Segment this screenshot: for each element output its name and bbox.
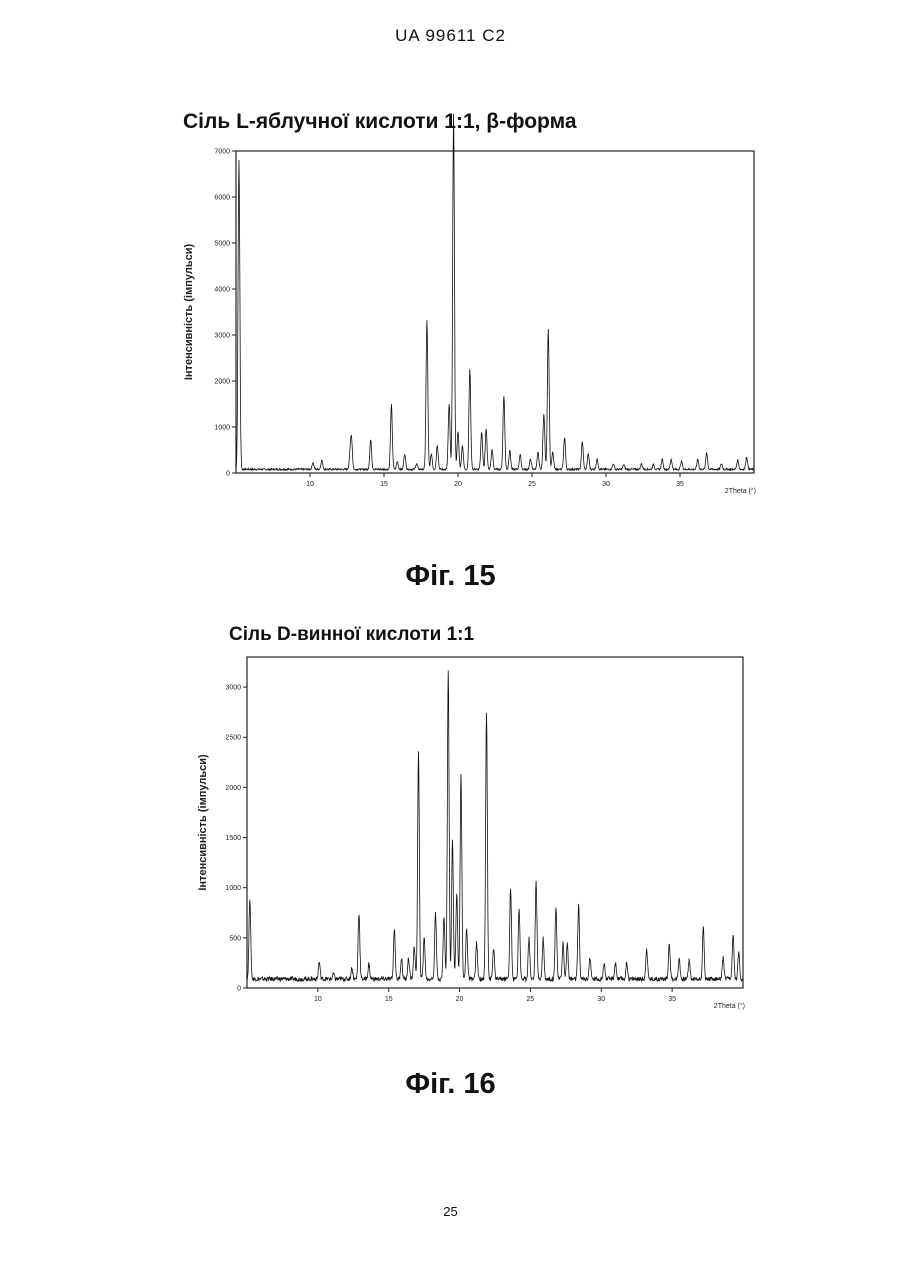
page-number: 25 xyxy=(0,1204,901,1219)
y-tick-label: 500 xyxy=(229,935,241,942)
y-tick-label: 0 xyxy=(237,986,241,993)
y-tick-label: 2500 xyxy=(225,735,241,742)
y-axis-label: Інтенсивність (імпульси) xyxy=(197,754,209,891)
y-tick-label: 3000 xyxy=(225,685,241,692)
x-tick-label: 30 xyxy=(597,996,605,1003)
y-tick-label: 2000 xyxy=(225,785,241,792)
x-tick-label: 10 xyxy=(314,996,322,1003)
x-axis-label: 2Theta (°) xyxy=(714,1002,745,1010)
x-tick-label: 25 xyxy=(527,996,535,1003)
xrd-chart-fig16: 0 500 1000 1500 2000 2500 3000 10 15 20 25 30 35 2The… xyxy=(0,0,901,1020)
diffraction-pattern-line xyxy=(247,671,743,982)
y-tick-label: 1500 xyxy=(225,835,241,842)
figure-label-16: Фіг. 16 xyxy=(0,1068,901,1101)
plot-frame xyxy=(247,657,743,988)
y-tick-label: 1000 xyxy=(225,885,241,892)
x-tick-label: 35 xyxy=(668,996,676,1003)
x-tick-label: 20 xyxy=(456,996,464,1003)
x-tick-label: 15 xyxy=(385,996,393,1003)
